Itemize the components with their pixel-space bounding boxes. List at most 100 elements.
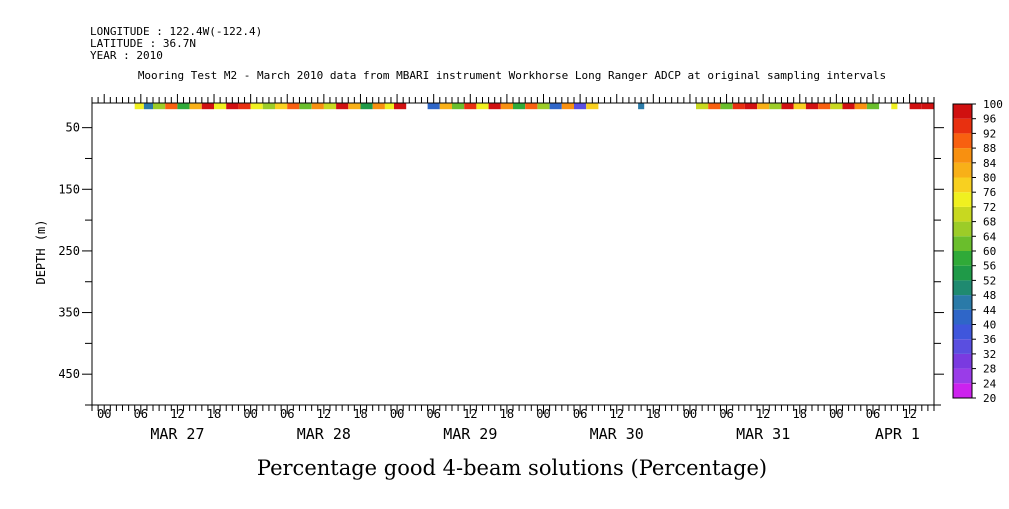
x-hour-tick-label: 12 xyxy=(756,407,770,421)
data-cell xyxy=(189,103,202,110)
colorbar-swatch xyxy=(953,353,972,369)
colorbar-label: 72 xyxy=(983,201,996,214)
colorbar-label: 84 xyxy=(983,157,997,170)
data-cell xyxy=(793,103,806,110)
data-cell xyxy=(866,103,880,110)
data-cell xyxy=(854,103,867,110)
data-cell xyxy=(165,103,178,110)
data-cell xyxy=(348,103,361,110)
data-cell xyxy=(238,103,251,110)
x-hour-tick-label: 00 xyxy=(390,407,404,421)
data-cell xyxy=(525,103,538,110)
y-tick-label: 250 xyxy=(58,244,80,258)
y-tick-label: 150 xyxy=(58,182,80,196)
x-day-label: MAR 31 xyxy=(736,425,790,443)
colorbar-label: 20 xyxy=(983,392,996,405)
colorbar-swatch xyxy=(953,104,972,119)
colorbar-swatch xyxy=(953,221,972,237)
data-cell xyxy=(696,103,709,110)
data-cell xyxy=(744,103,758,110)
colorbar-swatch xyxy=(953,236,972,251)
colorbar-swatch xyxy=(953,295,972,310)
y-tick-label: 50 xyxy=(66,121,80,135)
data-cell xyxy=(513,103,526,110)
data-cell xyxy=(769,103,782,110)
x-hour-tick-label: 06 xyxy=(573,407,587,421)
data-cell xyxy=(586,103,599,110)
x-day-label: APR 1 xyxy=(875,425,920,443)
data-cell xyxy=(921,103,934,110)
colorbar-label: 28 xyxy=(983,363,996,376)
colorbar-label: 76 xyxy=(983,186,996,199)
data-cell xyxy=(561,103,574,110)
colorbar-label: 96 xyxy=(983,113,996,126)
colorbar-swatch xyxy=(953,324,972,340)
x-hour-tick-label: 06 xyxy=(426,407,440,421)
colorbar-label: 40 xyxy=(983,319,996,332)
colorbar-swatch xyxy=(953,148,972,163)
data-cell xyxy=(549,103,562,110)
data-cell xyxy=(464,103,477,110)
y-tick-label: 450 xyxy=(58,367,80,381)
data-cell xyxy=(439,103,452,110)
data-cell xyxy=(891,103,898,110)
x-hour-tick-label: 00 xyxy=(829,407,843,421)
x-hour-tick-label: 00 xyxy=(97,407,111,421)
colorbar-swatch xyxy=(953,206,972,222)
data-cell xyxy=(372,103,385,110)
chart-title: Mooring Test M2 - March 2010 data from M… xyxy=(138,69,886,82)
data-cell xyxy=(488,103,501,110)
x-hour-tick-label: 00 xyxy=(683,407,697,421)
data-cell xyxy=(299,103,312,110)
colorbar-swatch xyxy=(953,118,972,134)
colorbar-swatch xyxy=(953,309,972,325)
colorbar-label: 80 xyxy=(983,172,996,185)
x-hour-tick-label: 12 xyxy=(170,407,184,421)
x-hour-tick-label: 00 xyxy=(536,407,550,421)
data-cell xyxy=(143,103,154,110)
data-cell xyxy=(134,103,144,110)
data-cell xyxy=(275,103,288,110)
colorbar-label: 36 xyxy=(983,333,996,346)
x-hour-tick-label: 18 xyxy=(353,407,367,421)
colorbar-swatch xyxy=(953,265,972,281)
data-cell xyxy=(830,103,843,110)
data-cell xyxy=(909,103,922,110)
data-cell xyxy=(226,103,239,110)
latitude-label: LATITUDE : 36.7N xyxy=(90,37,196,50)
data-cell xyxy=(757,103,770,110)
data-cell xyxy=(708,103,721,110)
data-cell xyxy=(842,103,855,110)
colorbar-swatch xyxy=(953,339,972,354)
variable-title: Percentage good 4-beam solutions (Percen… xyxy=(257,456,767,480)
colorbar-swatch xyxy=(953,368,972,384)
x-hour-tick-label: 12 xyxy=(317,407,331,421)
x-hour-tick-label: 18 xyxy=(793,407,807,421)
data-cell xyxy=(805,103,819,110)
colorbar-label: 88 xyxy=(983,142,996,155)
x-day-label: MAR 29 xyxy=(443,425,497,443)
data-cell xyxy=(360,103,373,110)
x-hour-tick-label: 06 xyxy=(719,407,733,421)
y-axis-label: DEPTH (m) xyxy=(34,219,48,284)
x-hour-tick-label: 18 xyxy=(646,407,660,421)
colorbar-swatch xyxy=(953,280,972,296)
data-cell xyxy=(394,103,407,110)
data-cell xyxy=(201,103,214,110)
x-day-label: MAR 30 xyxy=(590,425,644,443)
x-hour-tick-label: 06 xyxy=(280,407,294,421)
year-label: YEAR : 2010 xyxy=(90,49,163,62)
x-hour-tick-label: 06 xyxy=(134,407,148,421)
colorbar-label: 56 xyxy=(983,260,996,273)
data-cell xyxy=(287,103,300,110)
colorbar-label: 64 xyxy=(983,230,997,243)
x-hour-tick-label: 18 xyxy=(500,407,514,421)
data-cell xyxy=(476,103,489,110)
data-cell xyxy=(262,103,275,110)
x-day-label: MAR 27 xyxy=(150,425,204,443)
data-cell xyxy=(323,103,337,110)
colorbar-swatch xyxy=(953,162,972,178)
x-hour-tick-label: 00 xyxy=(243,407,257,421)
colorbar-swatch xyxy=(953,192,972,207)
